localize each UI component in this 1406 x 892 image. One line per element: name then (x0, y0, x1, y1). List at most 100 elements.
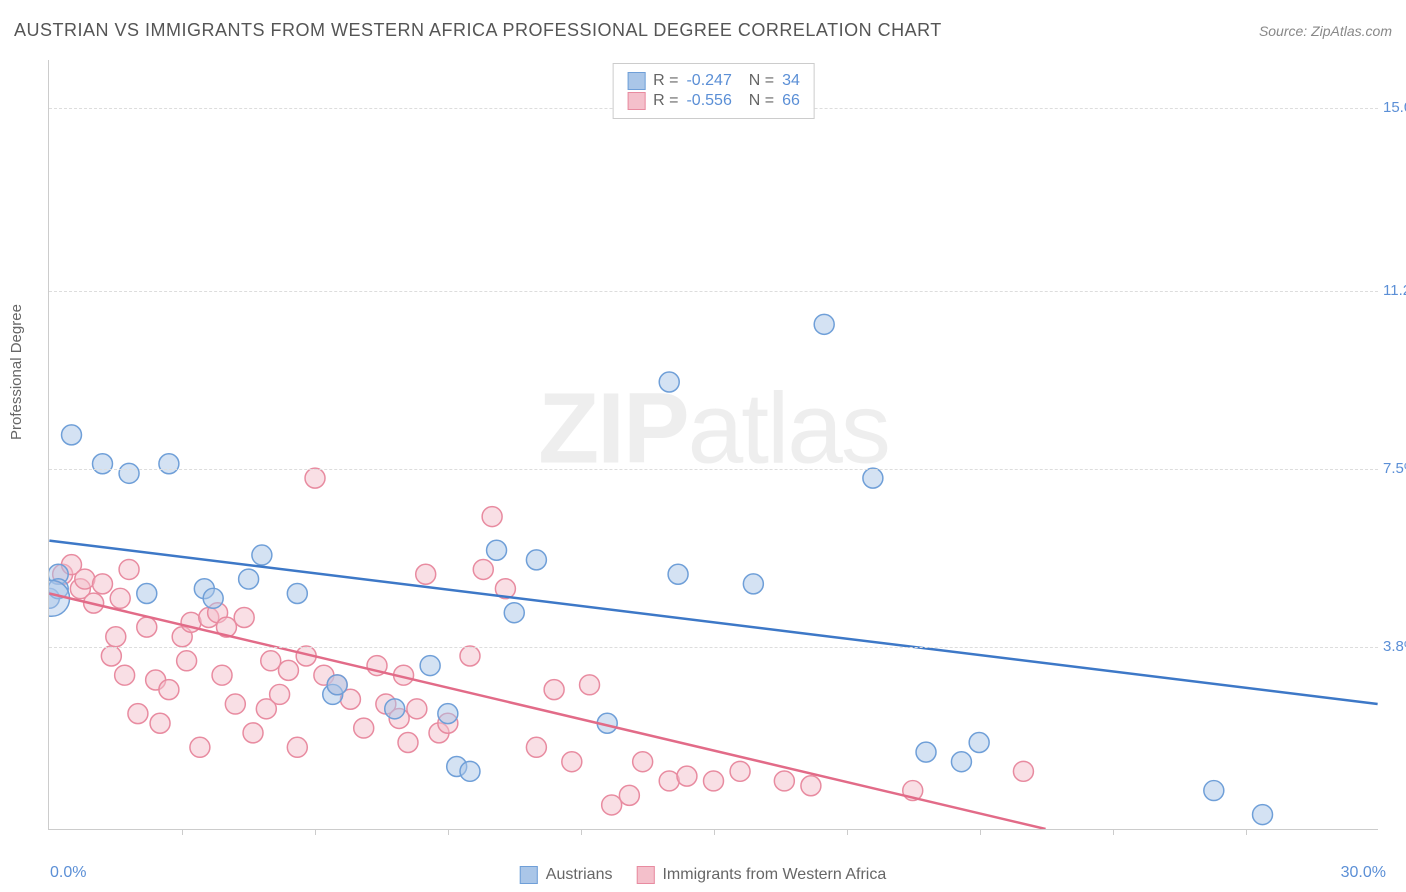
x-tick (448, 829, 449, 835)
scatter-point (602, 795, 622, 815)
scatter-point (544, 680, 564, 700)
scatter-point (278, 660, 298, 680)
x-tick (1246, 829, 1247, 835)
scatter-point (420, 656, 440, 676)
stats-legend-box: R = -0.247 N = 34 R = -0.556 N = 66 (612, 63, 815, 119)
scatter-point (659, 771, 679, 791)
source-label: Source: ZipAtlas.com (1259, 23, 1392, 39)
scatter-point (504, 603, 524, 623)
x-tick (847, 829, 848, 835)
scatter-point (62, 425, 82, 445)
scatter-point (580, 675, 600, 695)
swatch-series-0 (627, 72, 645, 90)
scatter-point (203, 588, 223, 608)
scatter-point (252, 545, 272, 565)
r-value-1: -0.556 (686, 92, 731, 110)
scatter-point (743, 574, 763, 594)
n-value-0: 34 (782, 72, 800, 90)
scatter-point (730, 761, 750, 781)
scatter-point (243, 723, 263, 743)
scatter-point (385, 699, 405, 719)
scatter-point (969, 733, 989, 753)
scatter-point (106, 627, 126, 647)
bottom-legend: Austrians Immigrants from Western Africa (520, 866, 886, 884)
scatter-point (270, 684, 290, 704)
scatter-point (407, 699, 427, 719)
x-tick (581, 829, 582, 835)
gridline (49, 647, 1378, 648)
y-axis-label: Professional Degree (8, 304, 25, 440)
scatter-point (159, 680, 179, 700)
scatter-point (633, 752, 653, 772)
legend-label-1: Immigrants from Western Africa (662, 866, 886, 884)
scatter-point (75, 569, 95, 589)
scatter-point (225, 694, 245, 714)
scatter-point (119, 559, 139, 579)
scatter-point (239, 569, 259, 589)
stats-row-series-0: R = -0.247 N = 34 (627, 72, 800, 90)
legend-label-0: Austrians (546, 866, 613, 884)
scatter-point (261, 651, 281, 671)
scatter-point (526, 737, 546, 757)
scatter-point (801, 776, 821, 796)
scatter-point (150, 713, 170, 733)
scatter-point (526, 550, 546, 570)
n-value-1: 66 (782, 92, 800, 110)
scatter-point (814, 314, 834, 334)
legend-swatch-0 (520, 866, 538, 884)
scatter-point (234, 608, 254, 628)
scatter-point (916, 742, 936, 762)
scatter-point (190, 737, 210, 757)
y-tick-label: 7.5% (1383, 460, 1406, 477)
gridline (49, 469, 1378, 470)
scatter-point (93, 454, 113, 474)
scatter-point (287, 737, 307, 757)
chart-title: AUSTRIAN VS IMMIGRANTS FROM WESTERN AFRI… (14, 20, 942, 41)
x-tick (1113, 829, 1114, 835)
scatter-point (305, 468, 325, 488)
x-tick (315, 829, 316, 835)
scatter-point (354, 718, 374, 738)
x-tick (714, 829, 715, 835)
scatter-point (562, 752, 582, 772)
scatter-point (677, 766, 697, 786)
x-tick (980, 829, 981, 835)
scatter-point (473, 559, 493, 579)
scatter-point (1013, 761, 1033, 781)
scatter-point (659, 372, 679, 392)
scatter-point (460, 646, 480, 666)
x-axis-max-label: 30.0% (1341, 864, 1386, 882)
scatter-point (212, 665, 232, 685)
scatter-point (482, 507, 502, 527)
scatter-point (619, 785, 639, 805)
scatter-point (137, 617, 157, 637)
y-tick-label: 15.0% (1383, 99, 1406, 116)
scatter-svg (49, 60, 1378, 829)
scatter-point (774, 771, 794, 791)
scatter-point (327, 675, 347, 695)
r-value-0: -0.247 (686, 72, 731, 90)
scatter-point (93, 574, 113, 594)
legend-swatch-1 (636, 866, 654, 884)
x-tick (182, 829, 183, 835)
scatter-point (1253, 805, 1273, 825)
trend-line (49, 593, 1045, 829)
legend-item-0: Austrians (520, 866, 613, 884)
x-axis-min-label: 0.0% (50, 864, 86, 882)
scatter-point (110, 588, 130, 608)
swatch-series-1 (627, 92, 645, 110)
scatter-point (177, 651, 197, 671)
scatter-point (438, 704, 458, 724)
stats-row-series-1: R = -0.556 N = 66 (627, 92, 800, 110)
scatter-point (137, 584, 157, 604)
scatter-point (101, 646, 121, 666)
y-tick-label: 3.8% (1383, 638, 1406, 655)
scatter-point (668, 564, 688, 584)
scatter-point (159, 454, 179, 474)
scatter-point (115, 665, 135, 685)
gridline (49, 291, 1378, 292)
scatter-point (398, 733, 418, 753)
scatter-point (1204, 781, 1224, 801)
scatter-point (951, 752, 971, 772)
chart-plot-area: ZIPatlas R = -0.247 N = 34 R = -0.556 N … (48, 60, 1378, 830)
